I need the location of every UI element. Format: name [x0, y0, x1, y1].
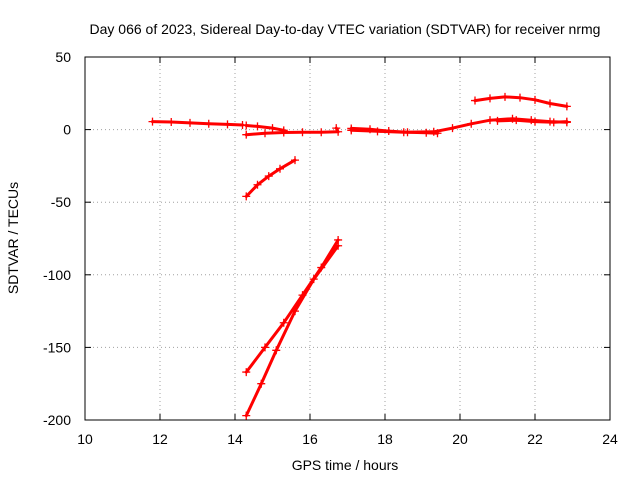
- y-tick-label: -100: [43, 267, 71, 283]
- data-point: [148, 117, 157, 126]
- data-point: [549, 118, 558, 127]
- data-point: [261, 129, 269, 138]
- data-point: [309, 275, 318, 284]
- data-point: [242, 368, 251, 377]
- data-point: [291, 156, 299, 165]
- data-point: [562, 117, 571, 126]
- data-point: [334, 241, 343, 250]
- series-pass-10: [471, 92, 571, 111]
- data-point: [264, 172, 273, 181]
- data-point: [291, 307, 299, 316]
- data-point: [531, 95, 539, 104]
- data-point: [242, 130, 251, 139]
- x-tick-label: 10: [77, 431, 93, 447]
- data-point: [332, 124, 341, 133]
- x-tick-label: 14: [227, 431, 243, 447]
- series-line: [244, 158, 297, 198]
- x-axis-title: GPS time / hours: [292, 457, 399, 473]
- data-point: [486, 94, 494, 103]
- x-tick-label: 12: [152, 431, 168, 447]
- series-pass-3: [242, 124, 343, 139]
- data-point: [257, 379, 266, 388]
- x-tick-labels: 10 12 14 16 18 20 22 24: [77, 431, 618, 447]
- data-point: [467, 119, 476, 128]
- data-point: [373, 127, 382, 136]
- y-axis-title: SDTVAR / TECUs: [5, 182, 21, 294]
- x-tick-label: 18: [377, 431, 393, 447]
- y-tick-label: 50: [55, 49, 71, 65]
- series-pass-9: [493, 116, 571, 127]
- x-tick-label: 20: [452, 431, 468, 447]
- series-pass-5: [242, 235, 343, 377]
- y-tick-label: -150: [43, 339, 71, 355]
- series-pass-1: [148, 117, 247, 129]
- data-point: [242, 411, 251, 420]
- series-pass-8: [347, 114, 571, 137]
- data-point: [399, 128, 408, 137]
- data-point: [268, 124, 277, 133]
- data-point: [279, 128, 288, 137]
- data-point: [516, 93, 524, 102]
- data-point: [167, 118, 176, 127]
- series-pass-4: [242, 156, 299, 201]
- series-line: [244, 244, 340, 418]
- data-series: [148, 92, 571, 420]
- data-point: [317, 128, 326, 137]
- series-line: [244, 238, 340, 374]
- x-tick-label: 16: [302, 431, 318, 447]
- data-point: [486, 116, 494, 125]
- data-point: [298, 128, 307, 137]
- series-pass-2: [242, 121, 288, 135]
- series-line: [244, 124, 286, 132]
- data-point: [261, 343, 269, 352]
- y-tick-label: 0: [63, 122, 71, 138]
- data-point: [186, 118, 194, 127]
- data-point: [279, 318, 288, 327]
- x-tick-label: 22: [527, 431, 543, 447]
- y-tick-labels: -200 -150 -100 -50 0 50: [43, 49, 71, 428]
- data-point: [253, 122, 262, 131]
- data-point: [493, 116, 502, 125]
- data-point: [471, 96, 479, 105]
- data-point: [272, 346, 281, 355]
- chart-title: Day 066 of 2023, Sidereal Day-to-day VTE…: [90, 21, 601, 37]
- series-line: [244, 126, 340, 137]
- data-point: [223, 120, 232, 129]
- data-point: [347, 126, 356, 135]
- data-point: [276, 164, 284, 173]
- data-point: [562, 102, 571, 111]
- data-point: [429, 127, 438, 136]
- data-point: [546, 99, 554, 108]
- data-point: [242, 192, 251, 201]
- series-pass-6: [242, 241, 343, 420]
- x-tick-label: 24: [602, 431, 618, 447]
- y-tick-label: -50: [51, 194, 71, 210]
- data-point: [501, 92, 509, 101]
- plot-frame: [84, 56, 611, 421]
- grid: [85, 57, 610, 420]
- y-tick-label: -200: [43, 412, 71, 428]
- data-point: [242, 121, 251, 130]
- data-point: [253, 180, 262, 189]
- data-point: [531, 117, 539, 126]
- data-point: [448, 124, 457, 133]
- data-point: [204, 119, 213, 128]
- axis-ticks: [84, 56, 611, 421]
- data-point: [334, 127, 343, 136]
- data-point: [512, 116, 521, 125]
